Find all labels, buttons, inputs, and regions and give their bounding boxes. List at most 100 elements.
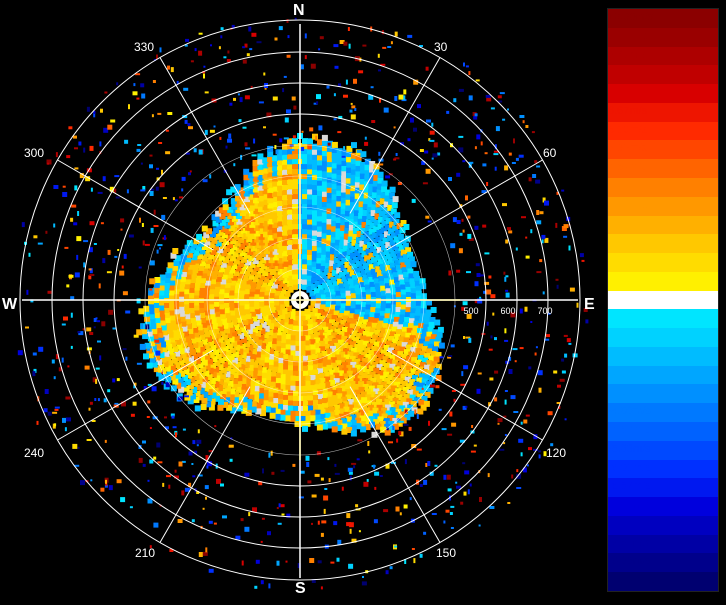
scale-swatch <box>608 177 718 198</box>
echo-cell <box>384 398 391 405</box>
echo-cell <box>391 267 398 274</box>
echo-cell <box>331 147 338 153</box>
echo-cell <box>331 389 338 396</box>
clutter-cell <box>258 481 263 486</box>
clutter-cell <box>367 441 370 446</box>
echo-cell <box>187 344 194 351</box>
echo-cell <box>253 391 260 398</box>
echo-cell <box>262 204 269 211</box>
echo-cell <box>282 168 288 175</box>
clutter-cell <box>244 43 248 48</box>
echo-cell <box>255 345 262 352</box>
echo-cell <box>394 312 401 318</box>
echo-cell <box>346 427 353 433</box>
clutter-cell <box>32 352 37 356</box>
echo-cell <box>335 228 342 234</box>
echo-cell <box>199 345 206 352</box>
scale-swatch <box>608 121 718 141</box>
echo-cell <box>241 402 248 409</box>
echo-cell <box>380 300 387 307</box>
echo-cell <box>272 201 279 208</box>
clutter-cell <box>86 439 92 441</box>
clutter-cell <box>292 463 296 467</box>
echo-cell <box>335 300 342 307</box>
clutter-cell <box>488 275 492 279</box>
clutter-cell <box>558 405 561 409</box>
echo-cell <box>188 307 195 314</box>
echo-cell <box>244 355 251 362</box>
echo-cell <box>172 378 179 385</box>
clutter-cell <box>357 439 363 442</box>
echo-cell <box>363 186 370 193</box>
echo-cell <box>309 311 315 318</box>
echo-cell <box>424 314 431 321</box>
echo-cell <box>319 304 326 311</box>
echo-cell <box>275 335 282 342</box>
echo-cell <box>409 318 415 325</box>
echo-cell <box>268 251 275 258</box>
echo-cell <box>382 237 389 244</box>
echo-cell <box>278 298 284 305</box>
echo-cell <box>218 288 225 295</box>
echo-cell <box>328 369 335 376</box>
echo-cell <box>358 361 365 368</box>
echo-cell <box>185 318 191 325</box>
clutter-cell <box>148 290 154 296</box>
clutter-cell <box>301 130 304 133</box>
clutter-cell <box>228 133 232 139</box>
echo-cell <box>361 251 368 258</box>
echo-cell <box>368 252 375 259</box>
echo-cell <box>292 395 298 402</box>
echo-cell <box>267 151 274 157</box>
echo-cell <box>311 250 318 257</box>
echo-cell <box>317 210 323 217</box>
clutter-cell <box>439 356 444 359</box>
clutter-cell <box>378 163 384 166</box>
echo-cell <box>392 338 399 345</box>
echo-cell <box>381 268 388 275</box>
echo-cell <box>243 303 250 310</box>
clutter-cell <box>461 218 464 222</box>
echo-cell <box>287 158 293 165</box>
echo-cell <box>358 328 365 335</box>
echo-cell <box>257 153 264 160</box>
echo-cell <box>259 305 265 312</box>
clutter-cell <box>277 522 282 525</box>
echo-cell <box>267 386 274 393</box>
echo-cell <box>237 321 244 328</box>
radar-ppi-display[interactable]: 500 600 700 N S E W 30 60 120 150 210 240 … <box>0 0 600 600</box>
echo-cell <box>368 385 375 392</box>
echo-cell <box>251 251 258 258</box>
echo-cell <box>252 165 259 172</box>
echo-cell <box>326 329 333 336</box>
echo-cell <box>326 213 333 220</box>
echo-cell <box>170 269 177 276</box>
echo-cell <box>354 384 360 390</box>
echo-cell <box>282 163 288 170</box>
clutter-cell <box>530 229 533 234</box>
echo-cell <box>197 253 204 259</box>
echo-cell <box>201 244 208 250</box>
echo-cell <box>260 410 266 417</box>
echo-cell <box>320 265 327 272</box>
echo-cell <box>287 249 293 255</box>
echo-cell <box>424 353 431 360</box>
echo-cell <box>223 377 230 384</box>
clutter-cell <box>461 306 465 311</box>
echo-cell <box>211 273 218 280</box>
echo-cell <box>292 273 298 280</box>
echo-cell <box>282 219 288 226</box>
echo-cell <box>340 320 347 326</box>
echo-cell <box>148 313 155 320</box>
clutter-cell <box>93 243 97 245</box>
echo-cell <box>369 339 376 345</box>
echo-cell <box>167 348 174 355</box>
echo-cell <box>339 242 346 249</box>
echo-cell <box>328 374 335 381</box>
clutter-cell <box>142 186 146 190</box>
echo-cell <box>163 287 170 293</box>
clutter-cell <box>284 117 289 123</box>
echo-cell <box>346 145 353 152</box>
echo-cell <box>349 207 356 214</box>
echo-cell <box>248 389 255 396</box>
